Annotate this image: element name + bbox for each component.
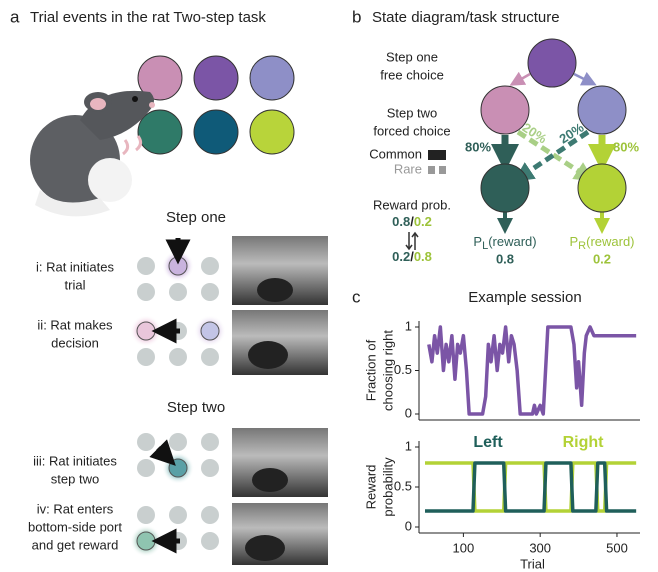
prob: 0.8: [414, 249, 432, 264]
port-diagram: [137, 238, 219, 301]
y-axis-label: Fraction of: [363, 339, 378, 401]
video-frame: [232, 236, 328, 565]
panel-title: State diagram/task structure: [372, 9, 560, 26]
transition-prob: 80%: [465, 139, 491, 154]
section-title: Step one: [166, 209, 226, 226]
x-tick-label: 300: [529, 540, 551, 555]
stage-text: forced choice: [373, 123, 450, 138]
y-tick-label: 0.5: [394, 478, 412, 493]
step-text: and get reward: [32, 537, 119, 552]
step-text: step two: [51, 471, 99, 486]
port-diagram: [130, 315, 226, 366]
y-tick-label: 1: [405, 438, 412, 453]
step-text: ii: Rat makes: [37, 317, 113, 332]
panel-label: b: [352, 7, 361, 26]
y-axis-label: probability: [380, 457, 395, 517]
outcome-value: 0.2: [593, 251, 611, 266]
legend-label: Right: [563, 434, 605, 451]
panel-label: c: [352, 287, 361, 306]
panel-title: Example session: [468, 289, 581, 306]
prob: 0.2: [392, 249, 410, 264]
legend-rare: Rare: [394, 161, 422, 176]
y-tick-label: 0: [405, 405, 412, 420]
outcome-label: PR(reward): [569, 234, 634, 251]
port-diagram: [130, 506, 219, 557]
symbol: P: [569, 234, 578, 249]
y-axis-label: Reward: [363, 465, 378, 510]
port-diagram: [137, 433, 219, 484]
prob: 0.2: [414, 214, 432, 229]
swap-arrows: [406, 232, 418, 250]
x-tick-label: 500: [606, 540, 628, 555]
step-text: iv: Rat enters: [37, 501, 114, 516]
outcome-label: PL(reward): [473, 234, 536, 251]
outcome-value: 0.8: [496, 251, 514, 266]
step-text: trial: [65, 277, 86, 292]
transition-prob: 80%: [613, 139, 639, 154]
data-line: [429, 327, 636, 414]
step-text: decision: [51, 335, 99, 350]
stage-text: Step two: [387, 105, 438, 120]
panel-label: a: [10, 7, 20, 26]
reward-prob-title: Reward prob.: [373, 197, 451, 212]
step-text: iii: Rat initiates: [33, 453, 117, 468]
state-colors: [138, 56, 294, 154]
subscript: R: [578, 240, 586, 252]
block-probs: 0.8/0.2: [392, 214, 432, 229]
legend-common: Common: [369, 146, 422, 161]
label: (reward): [586, 234, 634, 249]
section-title: Step two: [167, 399, 225, 416]
figure: a Trial events in the rat Two-step task …: [0, 0, 658, 572]
legend-label: Left: [473, 434, 503, 451]
state-diagram: [481, 39, 626, 226]
y-axis-label: choosing right: [380, 330, 395, 411]
x-tick-label: 100: [453, 540, 475, 555]
block-probs: 0.2/0.8: [392, 249, 432, 264]
legend-swatch: [428, 166, 446, 174]
panel-title: Trial events in the rat Two-step task: [30, 9, 266, 26]
step-text: bottom-side port: [28, 519, 122, 534]
stage-text: Step one: [386, 49, 438, 64]
legend-swatch: [428, 150, 446, 160]
symbol: P: [473, 234, 482, 249]
y-tick-label: 1: [405, 318, 412, 333]
y-tick-label: 0: [405, 518, 412, 533]
x-axis-label: Trial: [520, 556, 545, 571]
stage-text: free choice: [380, 67, 444, 82]
label: (reward): [488, 234, 536, 249]
step-text: i: Rat initiates: [36, 259, 115, 274]
rat-illustration: [30, 91, 155, 217]
y-tick-label: 0.5: [394, 362, 412, 377]
prob: 0.8: [392, 214, 410, 229]
